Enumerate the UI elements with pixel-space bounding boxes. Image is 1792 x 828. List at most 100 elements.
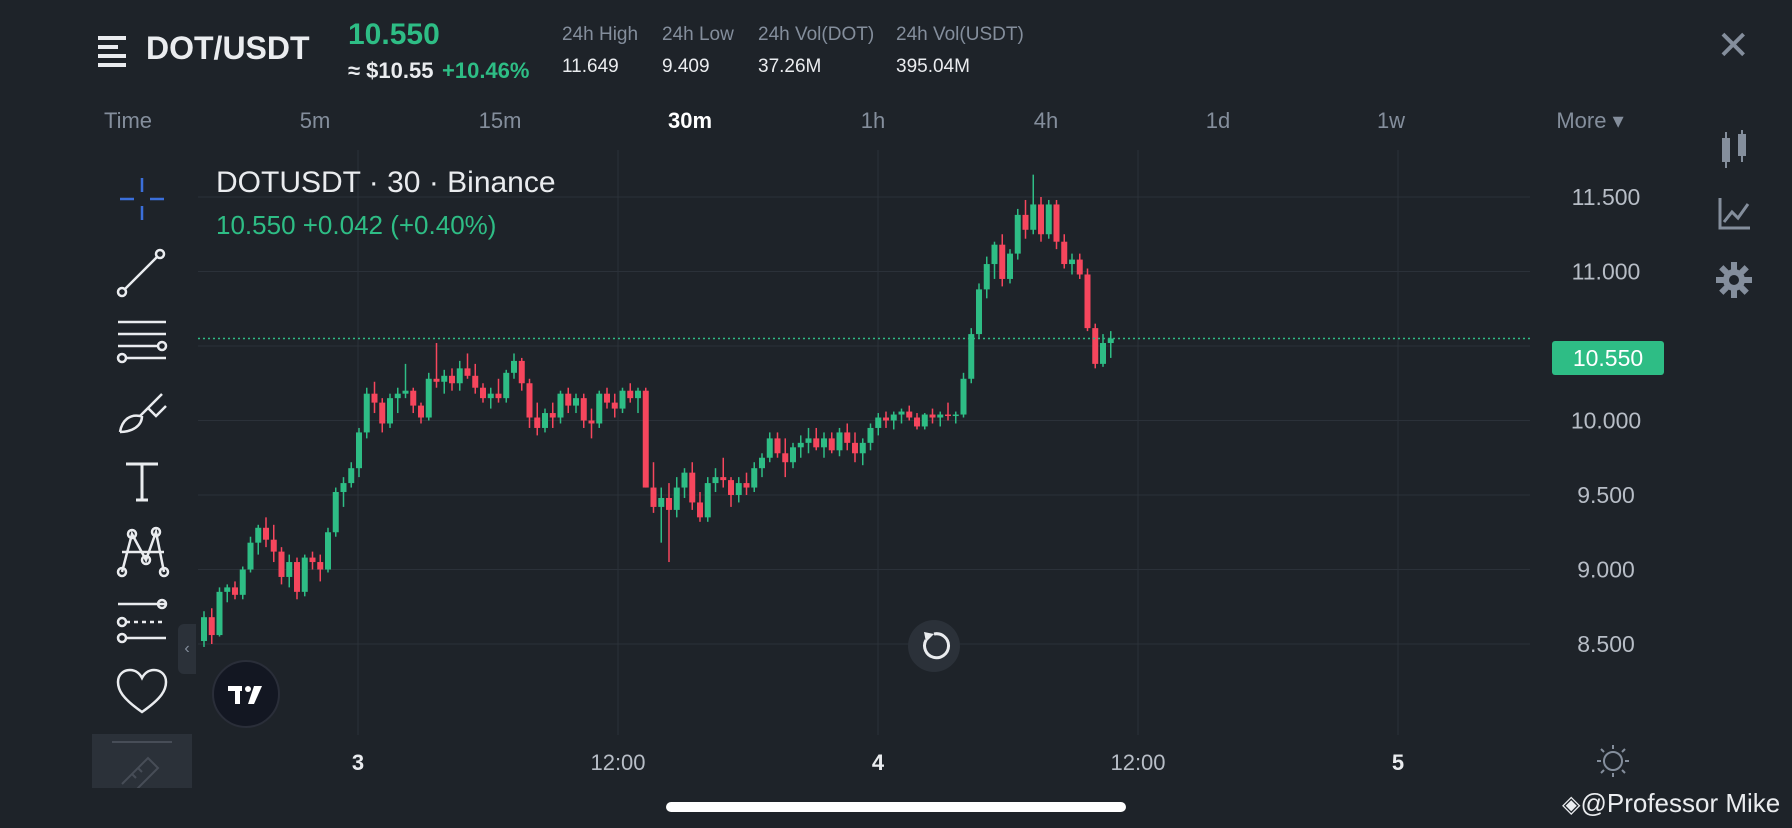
candle-body	[867, 427, 874, 443]
candle-body	[991, 244, 998, 265]
candle-body	[301, 557, 308, 592]
x-tick-label: 12:00	[590, 750, 646, 775]
last-price: 10.550	[348, 18, 440, 51]
tradingview-logo[interactable]	[212, 660, 280, 728]
candle-body	[410, 390, 417, 406]
candle-body	[852, 442, 858, 454]
candle-body	[433, 378, 440, 382]
menu-icon[interactable]	[98, 34, 130, 68]
interval-1w[interactable]: 1w	[1376, 108, 1406, 133]
candle-body	[890, 414, 897, 421]
candle-body	[805, 438, 812, 443]
fib-lines-icon[interactable]	[112, 314, 172, 370]
collapse-toolbar-button[interactable]: ‹	[178, 624, 196, 674]
y-tick-label: 11.000	[1572, 259, 1641, 285]
settings-gear-icon[interactable]	[1714, 260, 1754, 300]
interval-5m[interactable]: 5m	[299, 108, 331, 133]
candle-body	[797, 442, 804, 448]
candle-body	[712, 477, 719, 484]
interval-4h[interactable]: 4h	[1033, 108, 1059, 133]
text-icon[interactable]	[112, 454, 172, 510]
candle-body	[573, 398, 579, 406]
pattern-icon[interactable]	[112, 524, 172, 580]
candle-body	[666, 497, 672, 510]
more-intervals-dropdown[interactable]: More ▾	[1556, 108, 1624, 133]
interval-bar: Time 5m 15m 30m 1h 4h 1d 1w More ▾	[0, 108, 1700, 142]
candle-body	[379, 402, 386, 424]
candle-body	[650, 487, 657, 507]
candle-body	[627, 390, 634, 399]
x-tick-label: 5	[1391, 750, 1405, 775]
time-label[interactable]: Time	[103, 108, 153, 133]
candle-body	[371, 393, 378, 403]
binance-logo-icon: ◈	[1562, 791, 1581, 818]
candle-body	[201, 617, 207, 642]
candle-body	[286, 562, 293, 577]
interval-15m[interactable]: 15m	[478, 108, 522, 133]
candlestick-chart[interactable]: 11.500 11.000 10.000 9.500 9.000 8.500	[198, 150, 1672, 740]
home-indicator[interactable]	[666, 802, 1126, 812]
chart-style-icon[interactable]	[1714, 194, 1754, 234]
reset-chart-button[interactable]	[908, 620, 960, 672]
ruler-tool-tray[interactable]	[92, 734, 192, 795]
candle-body	[325, 532, 331, 570]
current-price-tag: 10.550	[1552, 341, 1664, 375]
crosshair-icon[interactable]	[112, 172, 172, 228]
stat-value-high: 11.649	[562, 56, 619, 77]
market-header: DOT/USDT 10.550 ≈ $10.55 +10.46% 24h Hig…	[0, 0, 1792, 100]
candle-body	[387, 398, 393, 424]
theme-sun-icon[interactable]	[1596, 744, 1630, 778]
candle-body	[611, 402, 618, 409]
candle-body	[604, 393, 610, 403]
candle-body	[363, 393, 370, 433]
right-toolbar	[1700, 120, 1768, 340]
interval-1h[interactable]: 1h	[860, 108, 886, 133]
ruler-icon[interactable]	[92, 734, 192, 795]
candle-body	[1014, 214, 1021, 254]
candle-body	[456, 368, 463, 384]
candle-body	[216, 591, 223, 636]
price-change-percent: +10.46%	[442, 58, 530, 83]
y-tick-label: 11.500	[1572, 184, 1641, 210]
stat-label-low: 24h Low	[662, 24, 734, 45]
interval-30m[interactable]: 30m	[667, 108, 713, 133]
prediction-icon[interactable]	[112, 594, 172, 650]
drawing-toolbar	[90, 160, 194, 790]
candle-body	[394, 393, 401, 399]
trend-line-icon[interactable]	[112, 244, 172, 300]
candle-body	[929, 414, 936, 418]
candle-body	[728, 480, 734, 495]
candle-body	[348, 468, 355, 484]
candle-body	[658, 497, 665, 507]
candle-body	[1076, 259, 1083, 275]
candle-body	[1007, 253, 1013, 279]
interval-1d[interactable]: 1d	[1205, 108, 1231, 133]
close-icon[interactable]: ✕	[1716, 24, 1750, 68]
candle-body	[247, 542, 254, 570]
favorite-heart-icon[interactable]	[112, 664, 172, 720]
candle-body	[976, 289, 982, 335]
candle-body	[542, 413, 548, 428]
indicator-icon[interactable]	[1714, 130, 1754, 170]
candle-body	[681, 472, 688, 488]
candle-body	[1069, 259, 1075, 265]
candle-body	[619, 390, 626, 409]
candle-body	[270, 539, 277, 552]
candle-body	[449, 375, 455, 384]
candle-body	[317, 562, 324, 570]
x-tick-label: 3	[351, 750, 365, 775]
candle-body	[1100, 343, 1106, 364]
pair-title[interactable]: DOT/USDT	[146, 30, 310, 66]
candle-body	[743, 483, 750, 488]
candle-body	[790, 447, 796, 463]
candle-body	[232, 587, 238, 595]
candle-body	[472, 375, 479, 388]
brush-icon[interactable]	[112, 386, 172, 442]
watermark: ◈@Professor Mike	[1562, 788, 1780, 819]
watermark-text: @Professor Mike	[1580, 788, 1781, 818]
stat-label-vol-usdt: 24h Vol(USDT)	[896, 24, 1024, 45]
candle-body	[751, 468, 758, 488]
candle-body	[704, 483, 711, 518]
candle-body	[883, 417, 889, 421]
stat-value-low: 9.409	[662, 56, 710, 77]
